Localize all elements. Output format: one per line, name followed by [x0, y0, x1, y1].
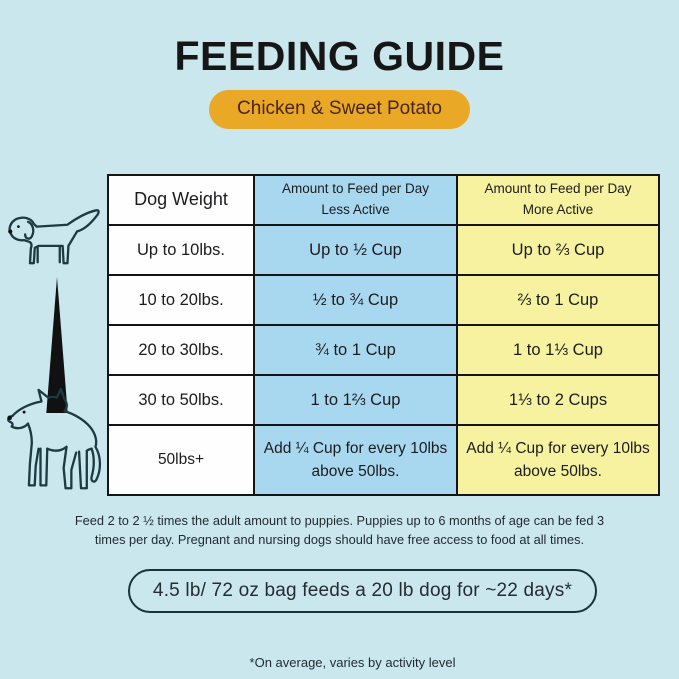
more-active-cell: ⅔ to 1 Cup [456, 274, 660, 326]
table-row: 20 to 30lbs. ¾ to 1 Cup 1 to 1⅓ Cup [107, 324, 660, 376]
more-active-cell: Up to ⅔ Cup [456, 224, 660, 276]
table-row: 30 to 50lbs. 1 to 1⅔ Cup 1⅓ to 2 Cups [107, 374, 660, 426]
bag-yield-callout: 4.5 lb/ 72 oz bag feeds a 20 lb dog for … [128, 569, 597, 613]
more-active-cell: 1⅓ to 2 Cups [456, 374, 660, 426]
flavor-badge-container: Chicken & Sweet Potato [0, 90, 679, 129]
header-more-active: Amount to Feed per Day More Active [456, 174, 660, 226]
feeding-table: Dog Weight Amount to Feed per Day Less A… [107, 174, 660, 496]
weight-cell: 20 to 30lbs. [107, 324, 255, 376]
header-more-active-line2: More Active [522, 202, 594, 217]
less-active-cell: Add ¼ Cup for every 10lbs above 50lbs. [253, 424, 458, 496]
more-active-cell: Add ¼ Cup for every 10lbs above 50lbs. [456, 424, 660, 496]
small-dog-icon [4, 208, 104, 278]
header-less-active-line2: Less Active [321, 202, 390, 217]
activity-footnote: *On average, varies by activity level [249, 655, 456, 670]
table-row: 10 to 20lbs. ½ to ¾ Cup ⅔ to 1 Cup [107, 274, 660, 326]
weight-cell: 30 to 50lbs. [107, 374, 255, 426]
flavor-badge: Chicken & Sweet Potato [209, 90, 470, 129]
header-less-active: Amount to Feed per Day Less Active [253, 174, 458, 226]
weight-cell: 50lbs+ [107, 424, 255, 496]
header-dog-weight: Dog Weight [107, 174, 255, 226]
header-less-active-line1: Amount to Feed per Day [281, 181, 430, 197]
weight-cell: 10 to 20lbs. [107, 274, 255, 326]
table-header-row: Dog Weight Amount to Feed per Day Less A… [107, 174, 660, 226]
page-title: FEEDING GUIDE [174, 33, 505, 79]
less-active-cell: Up to ½ Cup [253, 224, 458, 276]
table-row: 50lbs+ Add ¼ Cup for every 10lbs above 5… [107, 424, 660, 496]
weight-cell: Up to 10lbs. [107, 224, 255, 276]
table-row: Up to 10lbs. Up to ½ Cup Up to ⅔ Cup [107, 224, 660, 276]
less-active-cell: ¾ to 1 Cup [253, 324, 458, 376]
large-dog-icon [2, 387, 106, 495]
size-increase-triangle-icon [42, 277, 72, 413]
header-more-active-line1: Amount to Feed per Day [484, 181, 632, 197]
more-active-cell: 1 to 1⅓ Cup [456, 324, 660, 376]
less-active-cell: ½ to ¾ Cup [253, 274, 458, 326]
less-active-cell: 1 to 1⅔ Cup [253, 374, 458, 426]
puppy-feeding-note: Feed 2 to 2 ½ times the adult amount to … [74, 513, 605, 548]
